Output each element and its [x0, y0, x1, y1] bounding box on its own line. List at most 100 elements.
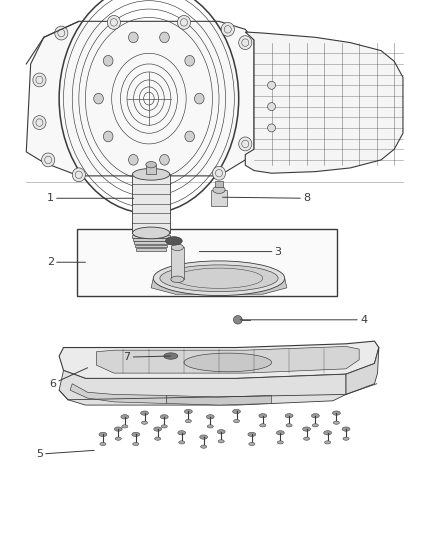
Ellipse shape	[122, 425, 128, 428]
Text: 3: 3	[199, 247, 282, 256]
Text: 2: 2	[47, 257, 85, 267]
Polygon shape	[26, 21, 254, 176]
Ellipse shape	[233, 409, 240, 414]
Ellipse shape	[185, 419, 191, 423]
Bar	[132, 235, 170, 238]
Ellipse shape	[239, 137, 252, 151]
Text: 6: 6	[49, 368, 88, 389]
Ellipse shape	[179, 441, 185, 444]
Ellipse shape	[343, 437, 349, 440]
Polygon shape	[59, 370, 346, 405]
Text: 1: 1	[47, 193, 134, 203]
Ellipse shape	[160, 155, 170, 165]
Ellipse shape	[268, 102, 276, 110]
Ellipse shape	[324, 431, 332, 435]
Ellipse shape	[132, 168, 170, 180]
Bar	[77, 229, 337, 296]
Ellipse shape	[171, 276, 184, 282]
Ellipse shape	[194, 93, 204, 104]
Ellipse shape	[201, 445, 207, 448]
Text: 5: 5	[36, 449, 94, 459]
Ellipse shape	[100, 442, 106, 446]
Ellipse shape	[107, 15, 120, 29]
Ellipse shape	[249, 442, 255, 446]
Ellipse shape	[184, 409, 192, 414]
Ellipse shape	[161, 425, 167, 428]
Ellipse shape	[342, 427, 350, 431]
Bar	[146, 165, 156, 174]
Ellipse shape	[218, 440, 224, 443]
Ellipse shape	[132, 432, 140, 437]
Ellipse shape	[33, 73, 46, 87]
Ellipse shape	[141, 421, 148, 424]
Ellipse shape	[178, 431, 186, 435]
Polygon shape	[166, 395, 272, 405]
Ellipse shape	[304, 437, 310, 440]
Ellipse shape	[200, 435, 208, 439]
Ellipse shape	[277, 441, 283, 444]
Ellipse shape	[276, 431, 284, 435]
Ellipse shape	[213, 186, 225, 193]
Ellipse shape	[233, 419, 240, 423]
Bar	[134, 241, 168, 244]
Ellipse shape	[171, 244, 184, 251]
Ellipse shape	[160, 415, 168, 419]
Bar	[133, 238, 169, 241]
Ellipse shape	[207, 425, 213, 428]
Ellipse shape	[268, 124, 276, 132]
Ellipse shape	[286, 424, 292, 427]
Ellipse shape	[248, 432, 256, 437]
Polygon shape	[245, 32, 403, 173]
Ellipse shape	[311, 414, 319, 418]
Text: 4: 4	[240, 315, 367, 325]
Bar	[211, 190, 227, 206]
Ellipse shape	[55, 26, 68, 40]
Ellipse shape	[212, 166, 226, 180]
Ellipse shape	[206, 415, 214, 419]
Ellipse shape	[303, 427, 311, 431]
Ellipse shape	[268, 82, 276, 90]
Ellipse shape	[128, 32, 138, 43]
Ellipse shape	[146, 161, 156, 168]
Ellipse shape	[99, 432, 107, 437]
Ellipse shape	[128, 155, 138, 165]
Ellipse shape	[184, 353, 272, 372]
Ellipse shape	[221, 22, 234, 36]
Ellipse shape	[185, 55, 194, 66]
Polygon shape	[59, 341, 379, 378]
Ellipse shape	[164, 353, 178, 359]
Ellipse shape	[333, 421, 339, 424]
Ellipse shape	[115, 437, 121, 440]
Bar	[215, 181, 223, 187]
Ellipse shape	[312, 424, 318, 427]
Ellipse shape	[132, 227, 170, 239]
Ellipse shape	[217, 430, 225, 434]
Ellipse shape	[72, 168, 85, 182]
Ellipse shape	[114, 427, 122, 431]
Bar	[136, 248, 166, 251]
Polygon shape	[70, 384, 166, 403]
Ellipse shape	[160, 265, 278, 292]
Ellipse shape	[103, 55, 113, 66]
Ellipse shape	[177, 15, 191, 29]
Ellipse shape	[160, 32, 170, 43]
Ellipse shape	[42, 153, 55, 167]
Ellipse shape	[325, 441, 331, 444]
Ellipse shape	[94, 93, 103, 104]
Ellipse shape	[103, 131, 113, 142]
Ellipse shape	[239, 36, 252, 50]
Polygon shape	[96, 346, 359, 373]
Ellipse shape	[332, 411, 340, 415]
Bar	[135, 245, 167, 247]
Text: 8: 8	[223, 193, 310, 203]
Ellipse shape	[142, 169, 155, 183]
Ellipse shape	[166, 237, 182, 245]
Polygon shape	[346, 348, 379, 394]
Ellipse shape	[260, 424, 266, 427]
Ellipse shape	[141, 411, 148, 415]
Bar	[132, 174, 170, 233]
Ellipse shape	[133, 442, 139, 446]
Bar	[171, 247, 184, 279]
Ellipse shape	[259, 414, 267, 418]
Polygon shape	[151, 278, 287, 294]
